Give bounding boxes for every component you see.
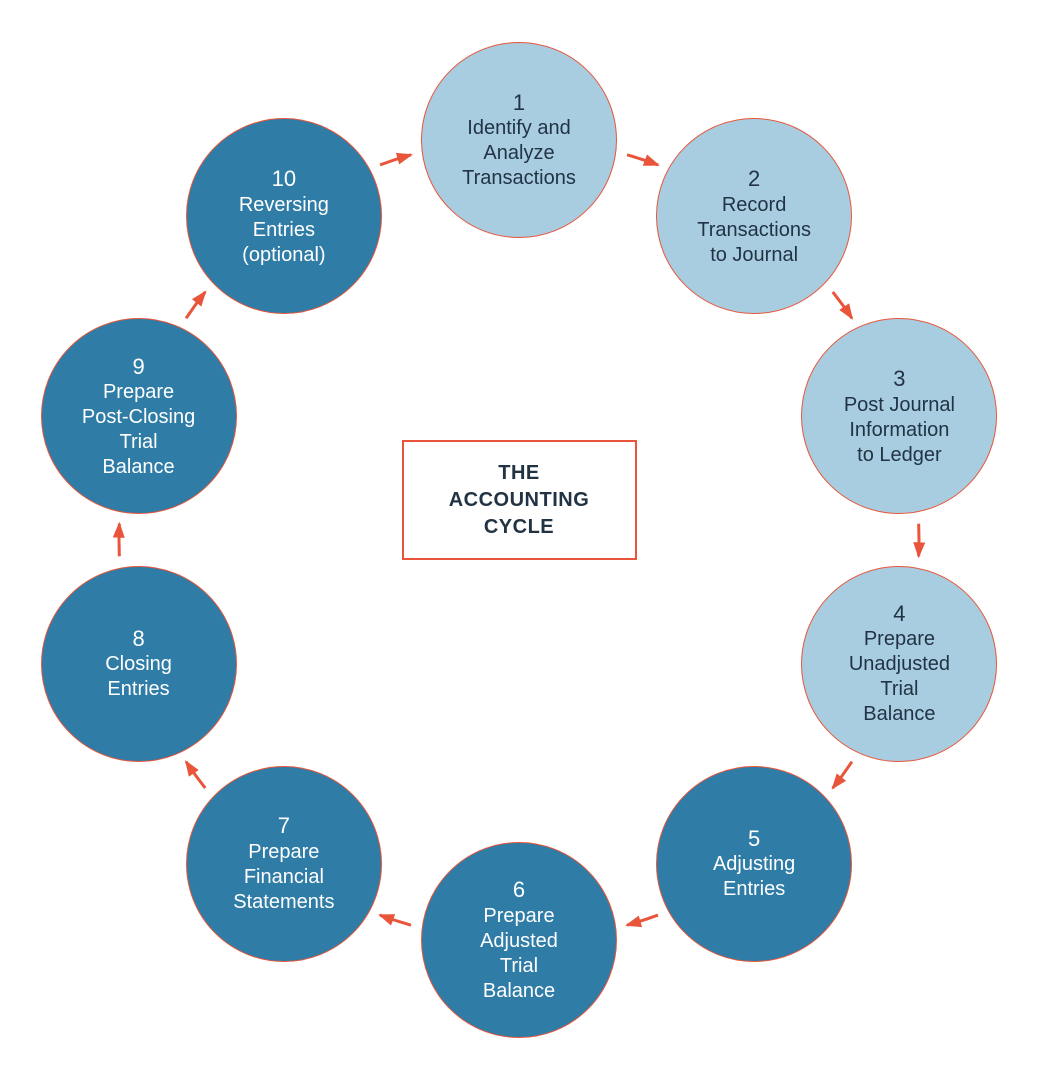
center-title-box: THEACCOUNTINGCYCLE — [402, 440, 637, 560]
cycle-node-number: 3 — [893, 365, 905, 393]
cycle-arrow — [380, 155, 411, 165]
cycle-arrow — [186, 292, 205, 318]
cycle-node-number: 8 — [132, 625, 144, 653]
cycle-arrow — [380, 915, 411, 925]
cycle-node-number: 6 — [513, 876, 525, 904]
cycle-node-number: 9 — [132, 353, 144, 381]
cycle-node-number: 2 — [748, 165, 760, 193]
cycle-node-number: 7 — [278, 812, 290, 840]
cycle-node-label: ReversingEntries(optional) — [229, 193, 339, 268]
cycle-arrow — [833, 292, 852, 318]
cycle-node-number: 5 — [748, 825, 760, 853]
cycle-node-label: Post JournalInformationto Ledger — [834, 393, 965, 468]
cycle-node-number: 10 — [272, 165, 296, 193]
cycle-node-10: 10ReversingEntries(optional) — [186, 118, 382, 314]
cycle-node-4: 4PrepareUnadjustedTrialBalance — [801, 566, 997, 762]
cycle-node-label: PrepareUnadjustedTrialBalance — [839, 627, 960, 727]
cycle-node-label: Identify andAnalyzeTransactions — [452, 116, 586, 191]
cycle-node-label: PrepareAdjustedTrialBalance — [470, 904, 568, 1004]
cycle-node-label: AdjustingEntries — [703, 852, 805, 902]
cycle-node-9: 9PreparePost-ClosingTrialBalance — [41, 318, 237, 514]
cycle-node-6: 6PrepareAdjustedTrialBalance — [421, 842, 617, 1038]
cycle-node-5: 5AdjustingEntries — [656, 766, 852, 962]
cycle-node-label: PrepareFinancialStatements — [223, 840, 344, 915]
accounting-cycle-diagram: 1Identify andAnalyzeTransactions2RecordT… — [0, 0, 1038, 1080]
cycle-arrow — [627, 155, 658, 165]
cycle-node-3: 3Post JournalInformationto Ledger — [801, 318, 997, 514]
cycle-node-2: 2RecordTransactionsto Journal — [656, 118, 852, 314]
cycle-arrow — [186, 762, 205, 788]
cycle-node-label: ClosingEntries — [95, 652, 182, 702]
cycle-node-1: 1Identify andAnalyzeTransactions — [421, 42, 617, 238]
cycle-node-number: 4 — [893, 600, 905, 628]
cycle-node-number: 1 — [513, 89, 525, 117]
cycle-arrow — [627, 915, 658, 925]
cycle-arrow — [833, 762, 852, 788]
cycle-node-label: RecordTransactionsto Journal — [687, 193, 821, 268]
center-title-text: THEACCOUNTINGCYCLE — [449, 460, 590, 541]
cycle-node-label: PreparePost-ClosingTrialBalance — [72, 380, 205, 480]
cycle-node-8: 8ClosingEntries — [41, 566, 237, 762]
cycle-node-7: 7PrepareFinancialStatements — [186, 766, 382, 962]
